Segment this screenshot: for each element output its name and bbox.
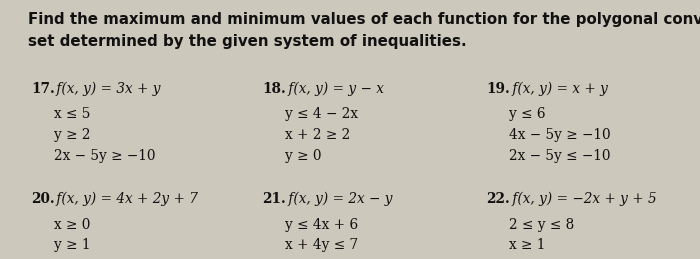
Text: f(x, y) = −2x + y + 5: f(x, y) = −2x + y + 5 <box>508 192 656 206</box>
Text: y ≥ 1: y ≥ 1 <box>54 238 90 252</box>
Text: 17.: 17. <box>32 82 55 96</box>
Text: 21.: 21. <box>262 192 286 206</box>
Text: set determined by the given system of inequalities.: set determined by the given system of in… <box>28 34 467 49</box>
Text: y ≤ 6: y ≤ 6 <box>509 107 545 121</box>
Text: x ≤ 5: x ≤ 5 <box>54 107 90 121</box>
Text: 4x − 5y ≥ −10: 4x − 5y ≥ −10 <box>509 128 610 142</box>
Text: 20.: 20. <box>32 192 55 206</box>
Text: y ≥ 2: y ≥ 2 <box>54 128 90 142</box>
Text: x ≥ 0: x ≥ 0 <box>54 218 90 232</box>
Text: 19.: 19. <box>486 82 510 96</box>
Text: y ≥ 0: y ≥ 0 <box>285 149 321 163</box>
Text: f(x, y) = y − x: f(x, y) = y − x <box>284 82 384 96</box>
Text: 2x − 5y ≥ −10: 2x − 5y ≥ −10 <box>54 149 155 163</box>
Text: 2x − 5y ≤ −10: 2x − 5y ≤ −10 <box>509 149 610 163</box>
Text: x + 2 ≥ 2: x + 2 ≥ 2 <box>285 128 350 142</box>
Text: y ≤ 4x + 6: y ≤ 4x + 6 <box>285 218 358 232</box>
Text: 22.: 22. <box>486 192 510 206</box>
Text: 18.: 18. <box>262 82 286 96</box>
Text: x + 4y ≤ 7: x + 4y ≤ 7 <box>285 238 358 252</box>
Text: Find the maximum and minimum values of each function for the polygonal convex: Find the maximum and minimum values of e… <box>28 12 700 27</box>
Text: 2 ≤ y ≤ 8: 2 ≤ y ≤ 8 <box>509 218 574 232</box>
Text: f(x, y) = 3x + y: f(x, y) = 3x + y <box>52 82 161 96</box>
Text: f(x, y) = 2x − y: f(x, y) = 2x − y <box>284 192 392 206</box>
Text: f(x, y) = 4x + 2y + 7: f(x, y) = 4x + 2y + 7 <box>52 192 198 206</box>
Text: x ≥ 1: x ≥ 1 <box>509 238 545 252</box>
Text: y ≤ 4 − 2x: y ≤ 4 − 2x <box>285 107 358 121</box>
Text: f(x, y) = x + y: f(x, y) = x + y <box>508 82 608 96</box>
